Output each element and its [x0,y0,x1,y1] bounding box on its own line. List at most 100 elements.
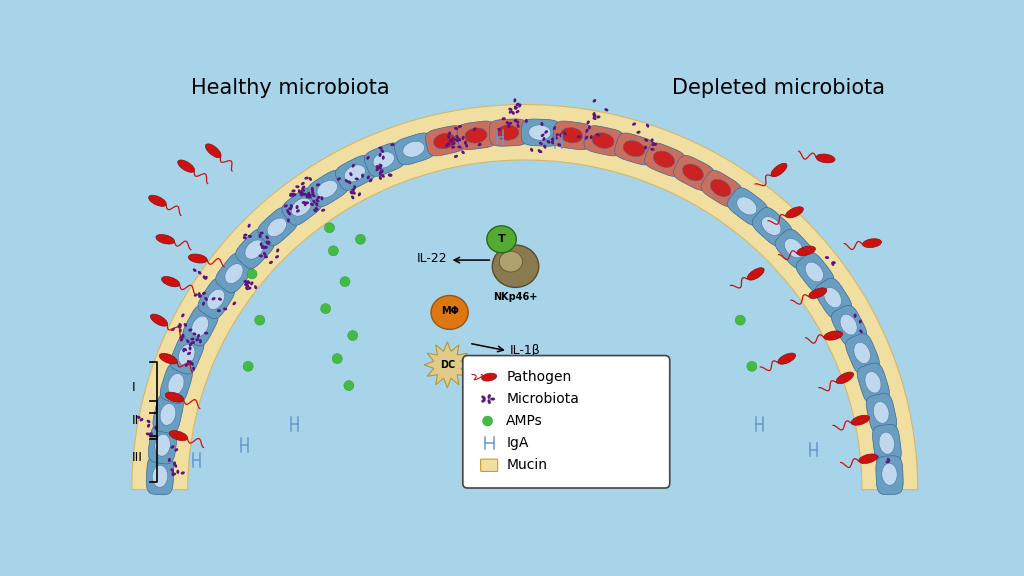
Ellipse shape [352,191,355,195]
Ellipse shape [354,177,358,180]
Circle shape [482,416,493,426]
Ellipse shape [248,235,252,238]
Ellipse shape [190,362,194,366]
Ellipse shape [644,145,647,150]
Ellipse shape [551,141,554,145]
Ellipse shape [379,172,382,176]
Ellipse shape [261,245,264,249]
Text: Mucin: Mucin [506,458,547,472]
Ellipse shape [454,155,458,158]
Ellipse shape [431,295,468,329]
Ellipse shape [296,205,299,209]
Ellipse shape [577,135,581,138]
Ellipse shape [265,241,268,245]
Ellipse shape [514,107,518,109]
Ellipse shape [887,458,890,462]
Ellipse shape [473,127,476,131]
Ellipse shape [379,146,383,150]
Text: AMPs: AMPs [506,414,543,428]
Polygon shape [335,156,376,190]
Ellipse shape [493,245,539,287]
Ellipse shape [173,461,176,465]
Ellipse shape [588,125,591,130]
Ellipse shape [312,200,315,204]
Ellipse shape [151,314,168,326]
Ellipse shape [831,262,835,266]
Ellipse shape [528,125,551,140]
Ellipse shape [653,143,657,146]
Ellipse shape [315,202,318,207]
Ellipse shape [172,473,176,476]
Ellipse shape [305,194,308,198]
Ellipse shape [506,121,509,125]
Polygon shape [872,425,901,464]
Ellipse shape [357,192,361,196]
Text: IL-22: IL-22 [417,252,447,265]
Ellipse shape [378,166,382,170]
Ellipse shape [805,262,823,282]
Polygon shape [674,156,715,190]
Ellipse shape [525,119,527,123]
Ellipse shape [287,209,290,213]
Ellipse shape [390,143,394,146]
Ellipse shape [653,151,675,168]
Ellipse shape [247,280,250,284]
Ellipse shape [552,138,555,142]
Ellipse shape [859,320,862,324]
Ellipse shape [637,131,641,134]
Ellipse shape [831,261,836,264]
Circle shape [344,381,354,391]
Ellipse shape [267,241,270,245]
Ellipse shape [180,338,183,342]
Ellipse shape [307,196,311,199]
Ellipse shape [797,246,815,256]
Ellipse shape [202,302,205,306]
Ellipse shape [313,209,317,212]
Ellipse shape [147,423,151,427]
Polygon shape [614,133,655,165]
Ellipse shape [547,140,550,143]
Ellipse shape [315,183,321,187]
Ellipse shape [509,110,513,113]
Ellipse shape [451,146,456,149]
Ellipse shape [174,464,177,468]
Ellipse shape [349,172,352,176]
Ellipse shape [248,223,251,228]
Ellipse shape [854,313,857,318]
Ellipse shape [351,195,354,199]
Ellipse shape [596,115,600,119]
Ellipse shape [189,343,193,346]
Ellipse shape [259,255,263,257]
Ellipse shape [771,163,787,177]
Ellipse shape [275,255,279,259]
Ellipse shape [193,268,197,272]
FancyBboxPatch shape [480,459,498,471]
Ellipse shape [145,433,150,435]
Text: III: III [132,450,142,464]
Ellipse shape [205,276,208,280]
Ellipse shape [840,314,857,335]
Ellipse shape [217,309,221,312]
Text: II: II [132,414,139,427]
Ellipse shape [176,469,179,474]
Ellipse shape [203,275,206,279]
Ellipse shape [785,207,804,218]
Ellipse shape [344,165,366,182]
Circle shape [325,223,335,233]
Ellipse shape [481,373,497,381]
Ellipse shape [376,165,379,169]
Ellipse shape [859,454,878,464]
Ellipse shape [388,173,392,176]
Polygon shape [394,133,435,165]
Ellipse shape [307,194,311,197]
Polygon shape [753,207,792,246]
Ellipse shape [784,238,803,257]
Ellipse shape [304,202,306,206]
Ellipse shape [381,149,384,153]
Ellipse shape [541,134,545,137]
Ellipse shape [263,246,268,249]
Ellipse shape [511,111,515,115]
Ellipse shape [160,404,176,425]
Polygon shape [876,456,903,495]
Ellipse shape [171,472,174,476]
